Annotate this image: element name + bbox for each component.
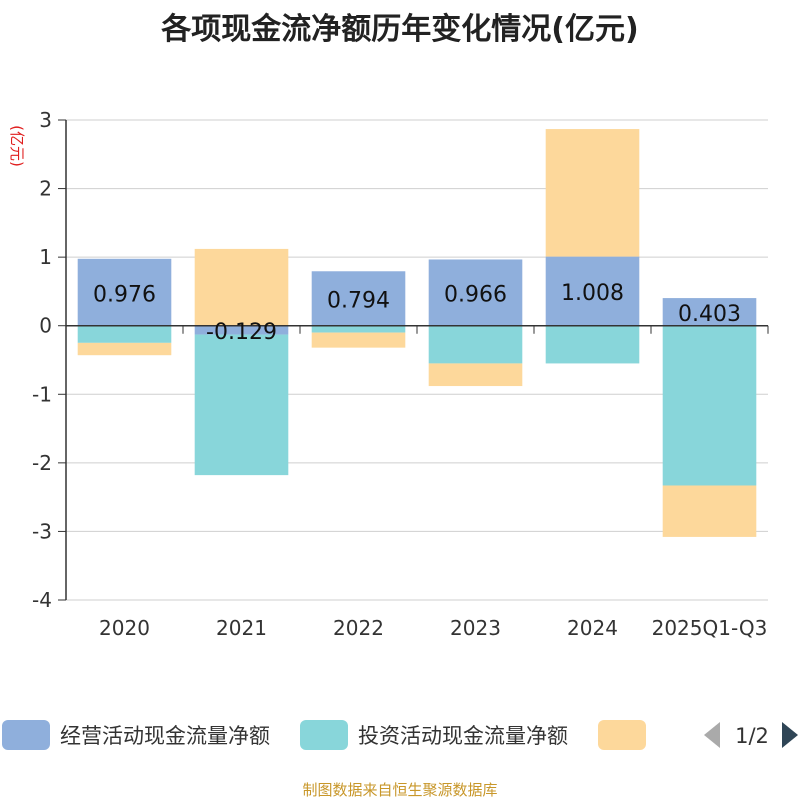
data-label: 0.794 — [327, 288, 390, 313]
bar-segment[interactable] — [194, 334, 289, 476]
x-tick-label: 2022 — [333, 616, 384, 640]
bar-segment[interactable] — [662, 485, 757, 537]
data-label: 1.008 — [561, 281, 624, 306]
bar-segment[interactable] — [662, 325, 757, 486]
data-labels: 0.976 -0.129 0.794 0.966 1.008 0.403 — [93, 281, 741, 345]
legend-prev-icon[interactable] — [704, 722, 720, 748]
bar-segment[interactable] — [428, 325, 523, 364]
legend-page-indicator: 1/2 — [735, 724, 769, 748]
bar-segment[interactable] — [194, 248, 289, 326]
chart-title: 各项现金流净额历年变化情况(亿元) — [161, 12, 639, 47]
bar-segment[interactable] — [545, 256, 640, 326]
legend-label[interactable]: 投资活动现金流量净额 — [358, 724, 568, 748]
x-tick-label: 2023 — [450, 616, 501, 640]
legend-swatch[interactable] — [300, 720, 348, 750]
legend: 经营活动现金流量净额 投资活动现金流量净额 1/2 — [2, 720, 798, 750]
y-tick-label: 1 — [39, 245, 52, 269]
y-axis-unit-label: (亿元) — [8, 125, 26, 167]
bar-layer — [77, 129, 757, 537]
y-tick-label: 2 — [39, 177, 52, 201]
y-tick-label: 0 — [39, 314, 52, 338]
data-label: 0.976 — [93, 282, 156, 307]
legend-swatch[interactable] — [2, 720, 50, 750]
x-tick-label: 2020 — [99, 616, 150, 640]
bar-segment[interactable] — [428, 259, 523, 326]
bar-segment[interactable] — [311, 271, 406, 326]
y-tick-label: -1 — [32, 382, 52, 406]
bar-segment[interactable] — [662, 298, 757, 326]
y-tick-label: 3 — [39, 108, 52, 132]
data-label: 0.403 — [678, 302, 741, 327]
y-tick-label: -3 — [32, 519, 52, 543]
x-tick-label: 2025Q1-Q3 — [652, 616, 768, 640]
axes: 3 2 1 0 -1 -2 -3 -4 (亿元) 2020 2021 2022 2023 2024 2025… — [8, 108, 769, 640]
bar-segment[interactable] — [545, 325, 640, 364]
bar-segment[interactable] — [194, 325, 289, 335]
bar-segment[interactable] — [77, 325, 172, 343]
bar-segment[interactable] — [311, 325, 406, 333]
data-label: 0.966 — [444, 283, 507, 308]
data-label: -0.129 — [206, 320, 277, 345]
bar-segment[interactable] — [77, 342, 172, 356]
bar-segment[interactable] — [428, 363, 523, 387]
y-tick-label: -4 — [32, 588, 52, 612]
x-tick-label: 2024 — [567, 616, 618, 640]
bar-segment[interactable] — [77, 258, 172, 326]
legend-label[interactable]: 经营活动现金流量净额 — [60, 724, 270, 748]
x-tick-label: 2021 — [216, 616, 267, 640]
legend-next-icon[interactable] — [782, 722, 798, 748]
y-tick-label: -2 — [32, 451, 52, 475]
legend-swatch[interactable] — [598, 720, 646, 750]
bar-segment[interactable] — [545, 129, 640, 257]
source-note: 制图数据来自恒生聚源数据库 — [302, 781, 498, 799]
bar-segment[interactable] — [311, 332, 406, 348]
